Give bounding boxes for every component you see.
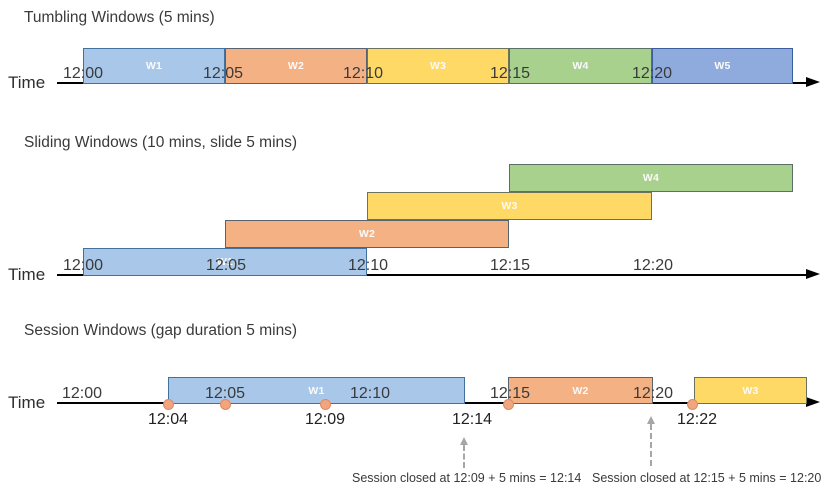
event-time-label: 12:04 bbox=[147, 411, 189, 428]
session-axis-arrowhead-icon bbox=[806, 397, 820, 407]
window-bar-label: W4 bbox=[572, 60, 589, 72]
tumbling-window-bar-w2: W2 bbox=[225, 48, 367, 84]
sliding-window-bar-w2: W2 bbox=[225, 220, 509, 248]
tumbling-section-title: Tumbling Windows (5 mins) bbox=[24, 9, 215, 26]
tumbling-time-axis-label: Time bbox=[8, 73, 46, 92]
window-bar-label: W3 bbox=[742, 384, 759, 397]
tumbling-window-bar-w5: W5 bbox=[652, 48, 793, 84]
window-bar-label: W2 bbox=[572, 384, 589, 397]
window-bar-label: W1 bbox=[308, 384, 325, 397]
tumbling-window-bar-w4: W4 bbox=[509, 48, 652, 84]
session-window-bar-w1: W1 bbox=[168, 377, 465, 404]
dashed-arrow-icon bbox=[647, 416, 655, 424]
session-section-title: Session Windows (gap duration 5 mins) bbox=[24, 322, 298, 339]
dashed-arrow-icon bbox=[460, 437, 468, 445]
sliding-axis-line bbox=[57, 274, 808, 276]
event-dot bbox=[163, 399, 174, 410]
session-tick-label: 12:15 bbox=[489, 385, 531, 402]
dashed-arrow-line bbox=[650, 424, 652, 466]
sliding-window-bar-w4: W4 bbox=[509, 164, 793, 192]
sliding-window-bar-w1: W1 bbox=[83, 248, 367, 276]
tumbling-window-bar-w3: W3 bbox=[367, 48, 509, 84]
tumbling-window-bar-w1: W1 bbox=[83, 48, 225, 84]
event-time-label: 12:09 bbox=[304, 411, 346, 428]
window-bar-label: W1 bbox=[216, 256, 234, 268]
event-dot bbox=[220, 399, 231, 410]
dashed-arrow-line bbox=[463, 445, 465, 468]
session-window-bar-w2: W2 bbox=[508, 377, 653, 404]
window-bar-label: W3 bbox=[429, 60, 447, 72]
tumbling-axis-arrowhead-icon bbox=[806, 77, 820, 87]
sliding-section-title: Sliding Windows (10 mins, slide 5 mins) bbox=[24, 134, 298, 151]
event-dot bbox=[320, 399, 331, 410]
sliding-window-bar-w3: W3 bbox=[367, 192, 652, 220]
session-annotation: Session closed at 12:09 + 5 mins = 12:14 bbox=[352, 471, 582, 485]
event-dot bbox=[503, 399, 514, 410]
window-bar-label: W5 bbox=[714, 60, 731, 72]
tumbling-tick-label: 12:05 bbox=[202, 65, 244, 82]
window-bar-label: W3 bbox=[501, 200, 518, 212]
session-tick-label: 12:00 bbox=[61, 385, 103, 402]
sliding-tick-label: 12:10 bbox=[347, 257, 389, 274]
sliding-tick-label: 12:00 bbox=[62, 257, 104, 274]
sliding-axis-arrowhead-icon bbox=[806, 269, 820, 279]
window-bar-label: W2 bbox=[287, 60, 305, 72]
session-window-bar-w3: W3 bbox=[694, 377, 807, 404]
tumbling-tick-label: 12:15 bbox=[489, 65, 531, 82]
sliding-tick-label: 12:20 bbox=[632, 257, 674, 274]
event-time-label: 12:22 bbox=[676, 411, 718, 428]
sliding-tick-label: 12:15 bbox=[489, 257, 531, 274]
event-time-label: 12:14 bbox=[451, 411, 493, 428]
session-time-axis-label: Time bbox=[8, 393, 46, 412]
tumbling-tick-label: 12:20 bbox=[631, 65, 673, 82]
window-bar-label: W1 bbox=[145, 60, 163, 72]
session-tick-label: 12:20 bbox=[632, 385, 674, 402]
window-bar-label: W4 bbox=[642, 172, 660, 184]
sliding-tick-label: 12:05 bbox=[205, 257, 247, 274]
session-tick-label: 12:10 bbox=[349, 385, 391, 402]
window-bar-label: W2 bbox=[358, 228, 376, 240]
session-tick-label: 12:05 bbox=[204, 385, 246, 402]
event-dot bbox=[687, 399, 698, 410]
sliding-time-axis-label: Time bbox=[8, 265, 46, 284]
tumbling-tick-label: 12:10 bbox=[342, 65, 384, 82]
tumbling-tick-label: 12:00 bbox=[62, 65, 104, 82]
session-annotation: Session closed at 12:15 + 5 mins = 12:20 bbox=[592, 471, 822, 485]
